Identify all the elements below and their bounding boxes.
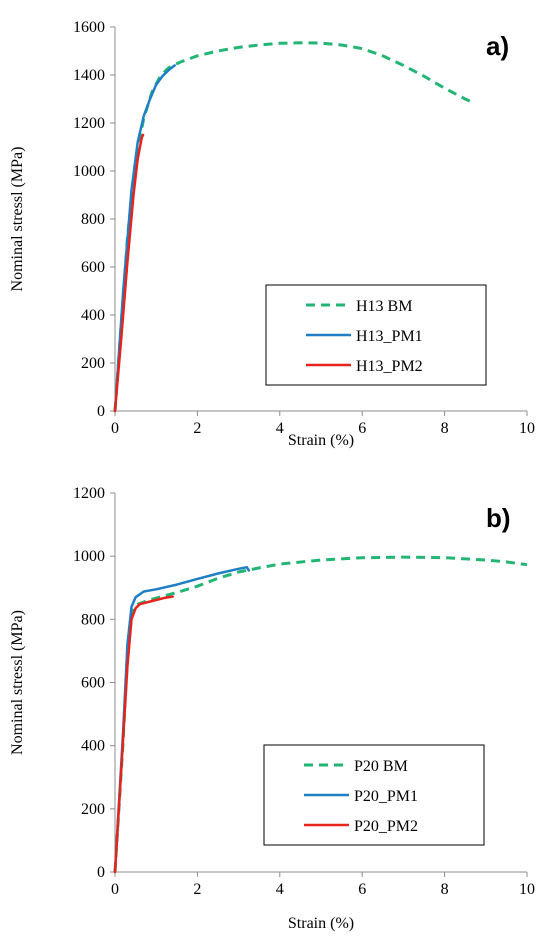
series-line-p20-pm2 bbox=[113, 595, 174, 874]
x-tick-label: 4 bbox=[276, 881, 284, 898]
y-axis-label: Nominal stressl (MPa) bbox=[9, 610, 26, 755]
series-line-h13-pm1 bbox=[113, 64, 176, 413]
x-tick-label: 6 bbox=[358, 881, 366, 898]
legend-box bbox=[265, 284, 487, 386]
chart-1: 0 200 400 600 800 1000 1200 0 2 4 6 8 10 Strain (%) No… bbox=[9, 485, 535, 932]
x-axis-label: Strain (%) bbox=[288, 432, 354, 449]
x-tick-label: 2 bbox=[193, 420, 201, 437]
legend: P20 BM P20_PM1 P20_PM2 bbox=[263, 744, 485, 846]
panel-label: b) bbox=[486, 503, 511, 533]
legend-box bbox=[263, 744, 485, 846]
y-tick-label: 600 bbox=[81, 259, 105, 276]
x-tick-label: 4 bbox=[276, 420, 284, 437]
x-tick-label: 0 bbox=[111, 881, 119, 898]
y-tick-label: 200 bbox=[81, 355, 105, 372]
y-tick-label: 1000 bbox=[73, 163, 105, 180]
legend-label: H13_PM2 bbox=[356, 358, 423, 375]
y-tick-label: 400 bbox=[81, 738, 105, 755]
series-line-p20-pm1 bbox=[113, 565, 251, 874]
series-line-h13-bm bbox=[113, 41, 475, 412]
x-tick-label: 10 bbox=[519, 881, 535, 898]
y-tick-label: 0 bbox=[97, 403, 105, 420]
x-tick-label: 0 bbox=[111, 420, 119, 437]
x-tick-label: 2 bbox=[193, 881, 201, 898]
y-tick-label: 1200 bbox=[73, 485, 105, 502]
chart-0: 0 200 400 600 800 1000 1200 1400 1600 0 2 4 6 8 10 Stra… bbox=[9, 19, 535, 449]
series-line-h13-pm2 bbox=[113, 133, 145, 413]
legend-label: P20 BM bbox=[354, 758, 408, 775]
x-tick-label: 10 bbox=[519, 420, 535, 437]
y-tick-label: 400 bbox=[81, 307, 105, 324]
y-tick-label: 600 bbox=[81, 675, 105, 692]
y-tick-label: 1600 bbox=[73, 19, 105, 36]
x-tick-label: 8 bbox=[441, 881, 449, 898]
y-tick-label: 1000 bbox=[73, 548, 105, 565]
legend-label: P20_PM1 bbox=[354, 788, 418, 805]
y-tick-label: 800 bbox=[81, 611, 105, 628]
y-tick-label: 0 bbox=[97, 864, 105, 881]
legend-label: H13 BM bbox=[356, 298, 412, 315]
panel-label: a) bbox=[486, 31, 509, 61]
legend-label: H13_PM1 bbox=[356, 328, 423, 345]
x-tick-label: 8 bbox=[441, 420, 449, 437]
y-tick-label: 800 bbox=[81, 211, 105, 228]
y-tick-label: 200 bbox=[81, 801, 105, 818]
x-tick-label: 6 bbox=[358, 420, 366, 437]
y-tick-label: 1400 bbox=[73, 67, 105, 84]
y-tick-label: 1200 bbox=[73, 115, 105, 132]
legend: H13 BM H13_PM1 H13_PM2 bbox=[265, 284, 487, 386]
legend-label: P20_PM2 bbox=[354, 818, 418, 835]
y-axis-label: Nominal stressl (MPa) bbox=[9, 147, 26, 292]
x-axis-label: Strain (%) bbox=[288, 915, 354, 932]
